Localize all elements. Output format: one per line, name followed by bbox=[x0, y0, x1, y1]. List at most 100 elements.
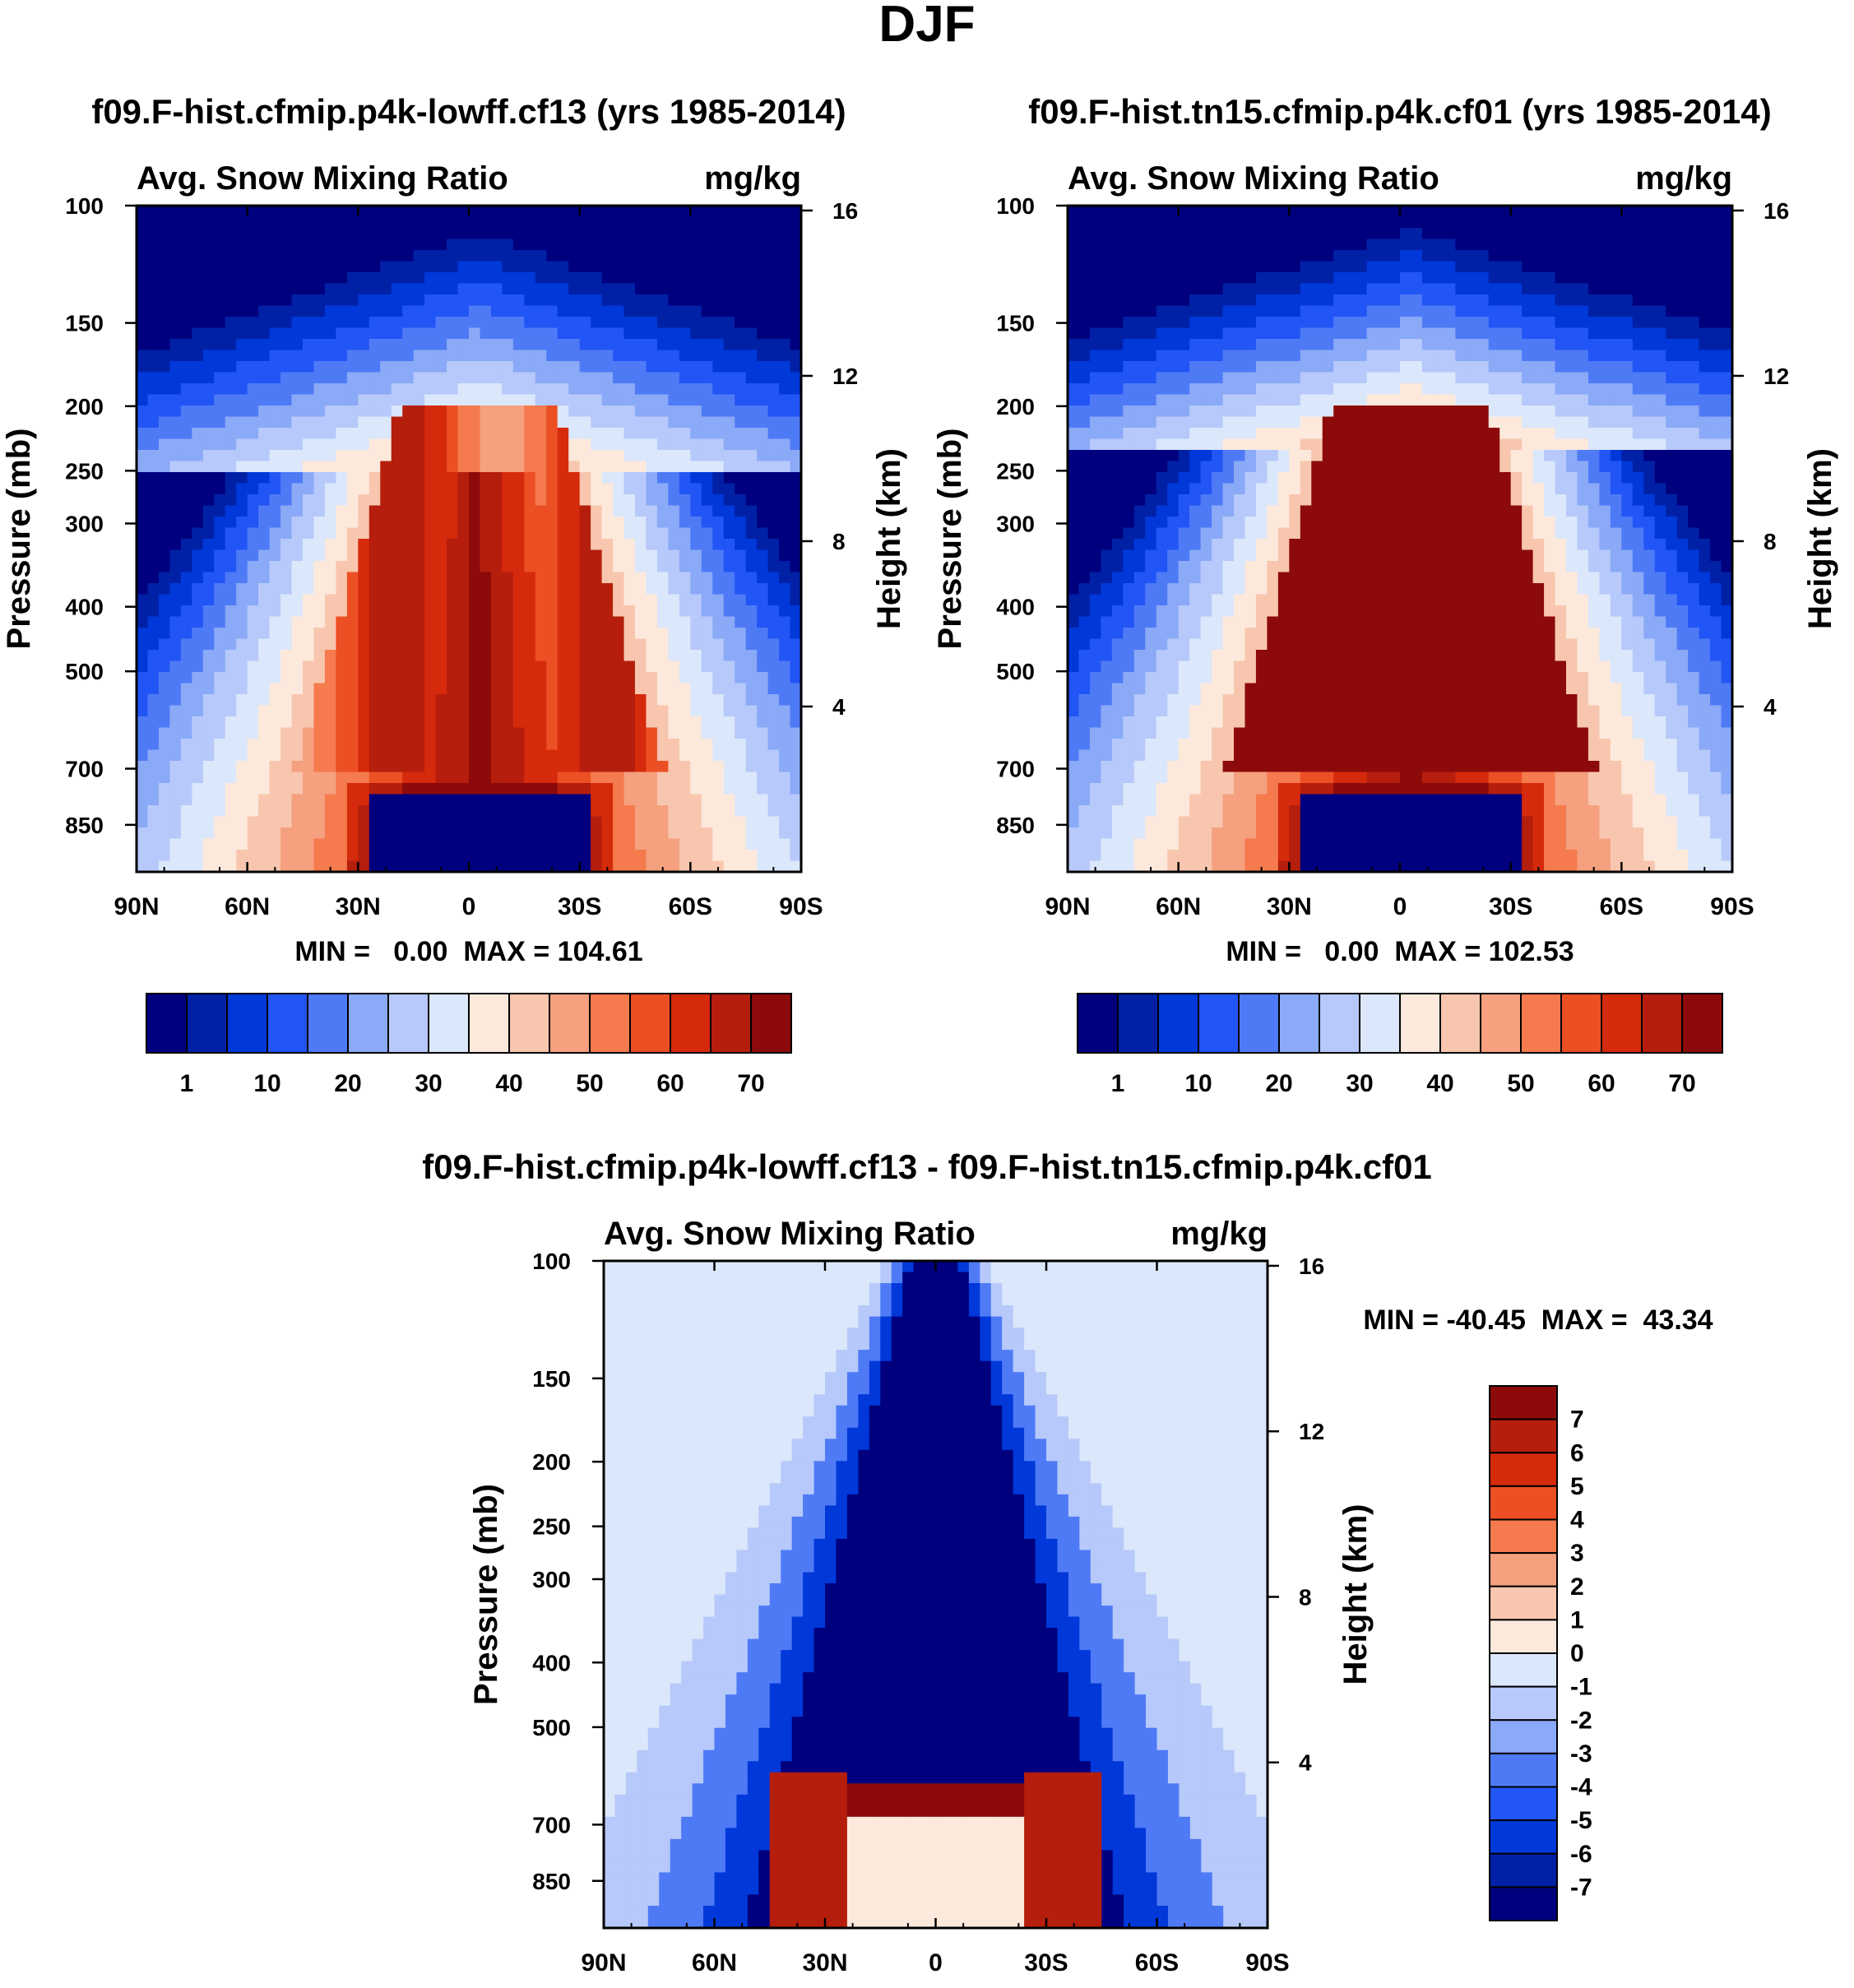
contour-cell bbox=[202, 250, 215, 262]
contour-cell bbox=[557, 827, 569, 840]
contour-cell bbox=[524, 805, 536, 818]
contour-cell bbox=[1244, 372, 1257, 384]
contour-cell bbox=[635, 638, 647, 651]
contour-cell bbox=[336, 361, 348, 373]
contour-cell bbox=[346, 616, 359, 628]
contour-cell bbox=[679, 672, 691, 684]
contour-cell bbox=[424, 372, 437, 384]
contour-cell bbox=[512, 261, 525, 273]
contour-cell bbox=[790, 372, 802, 384]
contour-cell bbox=[180, 517, 192, 529]
contour-cell bbox=[502, 616, 514, 628]
contour-cell bbox=[1654, 216, 1666, 229]
contour-cell bbox=[202, 650, 215, 662]
contour-cell bbox=[1289, 361, 1301, 373]
contour-cell bbox=[591, 483, 603, 495]
contour-cell bbox=[147, 583, 160, 595]
contour-cell bbox=[457, 305, 470, 317]
contour-cell bbox=[469, 572, 481, 584]
contour-cell bbox=[1089, 283, 1101, 295]
contour-cell bbox=[1267, 394, 1279, 406]
contour-cell bbox=[1599, 372, 1611, 384]
contour-cell bbox=[336, 250, 348, 262]
contour-cell bbox=[192, 450, 204, 462]
contour-cell bbox=[1499, 327, 1512, 340]
contour-cell bbox=[512, 694, 525, 707]
contour-cell bbox=[690, 683, 702, 695]
contour-cell bbox=[1710, 305, 1722, 317]
contour-cell bbox=[192, 327, 204, 340]
contour-cell bbox=[313, 539, 326, 551]
contour-cell bbox=[1089, 394, 1101, 406]
contour-cell bbox=[535, 206, 547, 218]
contour-cell bbox=[1444, 272, 1456, 285]
contour-cell bbox=[169, 561, 182, 573]
contour-cell bbox=[745, 838, 758, 850]
contour-cell bbox=[646, 850, 658, 862]
contour-cell bbox=[646, 660, 658, 673]
contour-cell bbox=[1532, 428, 1545, 440]
contour-cell bbox=[358, 239, 370, 251]
contour-cell bbox=[1499, 305, 1512, 317]
contour-cell bbox=[1212, 383, 1224, 396]
contour-cell bbox=[1111, 438, 1124, 451]
contour-cell bbox=[169, 727, 182, 739]
contour-cell bbox=[579, 350, 591, 362]
contour-cell bbox=[158, 450, 170, 462]
contour-cell bbox=[303, 317, 315, 329]
contour-cell bbox=[535, 428, 547, 440]
contour-cell bbox=[601, 372, 614, 384]
contour-cell bbox=[1222, 239, 1235, 251]
contour-cell bbox=[1666, 361, 1678, 373]
contour-cell bbox=[457, 572, 470, 584]
contour-cell bbox=[346, 683, 359, 695]
contour-cell bbox=[137, 794, 149, 806]
contour-cell bbox=[779, 206, 791, 218]
contour-cell bbox=[679, 505, 691, 517]
contour-cell bbox=[1156, 261, 1168, 273]
contour-cell bbox=[1555, 428, 1567, 440]
contour-cell bbox=[368, 860, 381, 873]
contour-cell bbox=[258, 250, 271, 262]
contour-cell bbox=[324, 838, 336, 850]
contour-cell bbox=[402, 239, 415, 251]
contour-cell bbox=[358, 739, 370, 751]
contour-cell bbox=[723, 749, 735, 762]
contour-cell bbox=[1333, 283, 1346, 295]
contour-cell bbox=[324, 239, 336, 251]
contour-cell bbox=[447, 272, 459, 285]
contour-cell bbox=[1101, 394, 1113, 406]
contour-cell bbox=[313, 660, 326, 673]
contour-cell bbox=[1599, 294, 1611, 307]
contour-cell bbox=[735, 305, 747, 317]
contour-cell bbox=[1688, 216, 1700, 229]
contour-cell bbox=[1156, 383, 1168, 396]
contour-cell bbox=[1156, 361, 1168, 373]
contour-cell bbox=[457, 705, 470, 717]
contour-cell bbox=[247, 783, 259, 795]
contour-cell bbox=[192, 783, 204, 795]
contour-cell bbox=[779, 461, 791, 473]
contour-cell bbox=[324, 428, 336, 440]
contour-cell bbox=[1322, 339, 1334, 351]
contour-cell bbox=[646, 494, 658, 507]
contour-cell bbox=[1654, 283, 1666, 295]
contour-cell bbox=[1267, 283, 1279, 295]
contour-cell bbox=[1322, 383, 1334, 396]
contour-cell bbox=[424, 816, 437, 828]
contour-cell bbox=[723, 628, 735, 640]
contour-cell bbox=[291, 716, 304, 729]
contour-cell bbox=[358, 339, 370, 351]
contour-cell bbox=[1510, 394, 1523, 406]
contour-cell bbox=[1488, 428, 1500, 440]
contour-cell bbox=[380, 339, 392, 351]
contour-cell bbox=[480, 561, 492, 573]
contour-cell bbox=[280, 438, 293, 451]
contour-cell bbox=[169, 660, 182, 673]
contour-cell bbox=[280, 827, 293, 840]
contour-cell bbox=[258, 572, 271, 584]
contour-cell bbox=[656, 783, 669, 795]
contour-cell bbox=[490, 294, 503, 307]
contour-cell bbox=[169, 749, 182, 762]
contour-cell bbox=[646, 505, 658, 517]
